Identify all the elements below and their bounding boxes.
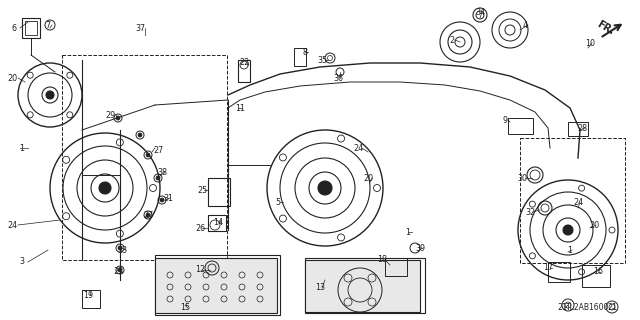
Text: 16: 16 [593,268,603,276]
Bar [294,48,306,66]
Text: 30: 30 [517,173,527,182]
Circle shape [318,181,332,195]
Text: 24: 24 [353,143,363,153]
Text: 27: 27 [153,146,163,155]
Text: 2: 2 [449,36,454,44]
Text: 23: 23 [113,268,123,276]
Text: 20: 20 [589,220,599,229]
Text: 27: 27 [143,211,153,220]
Text: 1: 1 [406,228,410,236]
Text: 37: 37 [135,23,145,33]
Circle shape [146,213,150,217]
Text: 7: 7 [45,20,51,29]
Text: 24: 24 [7,220,17,229]
Circle shape [46,91,54,99]
Text: 24: 24 [573,197,583,206]
Text: 9: 9 [502,116,508,124]
Circle shape [118,268,122,272]
Text: 32: 32 [525,207,535,217]
Bar [82,290,100,308]
Text: 19: 19 [83,291,93,300]
Bar [208,178,230,206]
Text: 1: 1 [19,143,24,153]
Text: 25: 25 [197,186,207,195]
Text: 12: 12 [195,266,205,275]
Text: 14: 14 [213,218,223,227]
Text: 11: 11 [235,103,245,113]
Text: 10: 10 [585,38,595,47]
Text: 21: 21 [607,303,617,313]
Bar [238,60,250,82]
Text: 3: 3 [19,258,24,267]
Bar [385,258,407,276]
Text: 39: 39 [415,244,425,252]
Bar [305,260,420,312]
Text: 26: 26 [195,223,205,233]
Text: 34: 34 [475,7,485,17]
Text: 21: 21 [557,303,567,313]
Text: 18: 18 [377,255,387,265]
Bar [25,21,37,35]
Text: 28: 28 [577,124,587,132]
Text: 22: 22 [240,58,250,67]
Circle shape [146,153,150,157]
Circle shape [138,133,142,137]
Text: 4: 4 [522,20,527,29]
Circle shape [156,176,160,180]
Text: 20: 20 [7,74,17,83]
Bar [582,265,610,287]
Text: 13: 13 [315,284,325,292]
Bar [508,118,533,134]
Text: 17: 17 [543,263,553,273]
Bar [548,262,570,282]
Text: 8: 8 [303,47,307,57]
Bar [155,255,280,315]
Bar [520,138,625,263]
Text: 31: 31 [163,194,173,203]
Text: 29: 29 [105,110,115,119]
Bar [208,215,226,231]
Circle shape [563,225,573,235]
Circle shape [160,198,164,202]
Text: FR.: FR. [595,19,615,37]
Text: 1: 1 [568,245,573,254]
Text: TL2AB1600: TL2AB1600 [566,303,610,313]
Text: 15: 15 [180,303,190,313]
Bar [62,55,227,260]
Text: 38: 38 [157,167,167,177]
Bar [305,258,425,313]
Text: 6: 6 [12,23,17,33]
Text: 36: 36 [333,74,343,83]
Circle shape [116,116,120,120]
Text: 20: 20 [363,173,373,182]
Bar [22,18,40,38]
Bar [568,122,588,136]
Circle shape [118,246,122,250]
Text: 33: 33 [117,245,127,254]
Circle shape [99,182,111,194]
Bar [155,258,277,313]
Text: 35: 35 [317,55,327,65]
Text: 5: 5 [275,197,280,206]
